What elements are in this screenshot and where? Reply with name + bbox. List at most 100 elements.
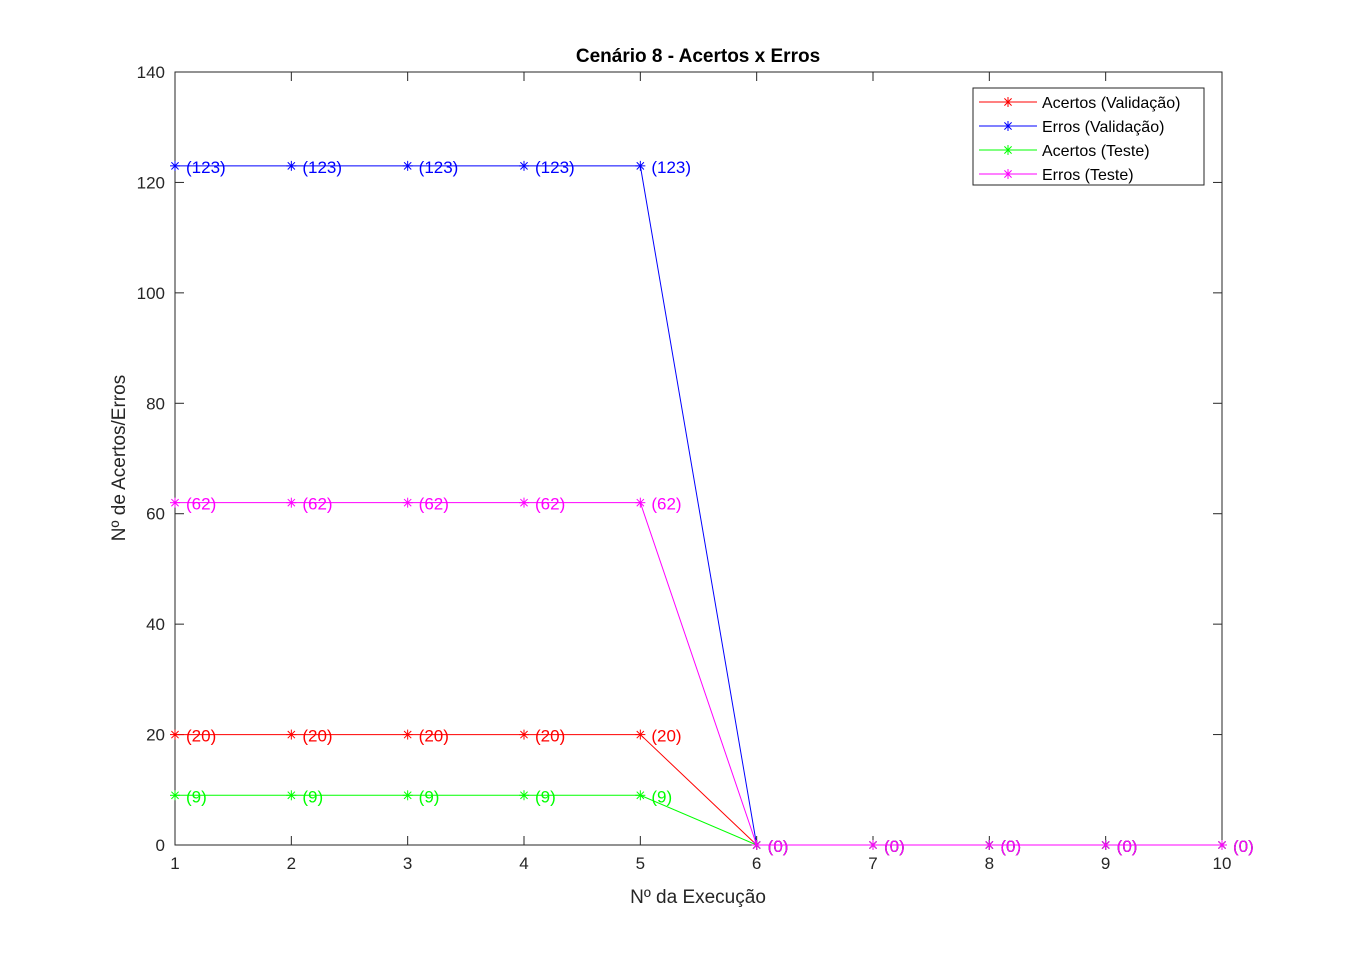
marker-stroke (752, 841, 761, 849)
marker-stroke (1004, 170, 1012, 178)
data-label: (0) (884, 837, 905, 856)
data-point (286, 497, 297, 508)
marker-stroke (636, 730, 645, 739)
data-label: (20) (651, 727, 681, 746)
y-tick-label: 60 (146, 505, 165, 524)
data-label: (0) (768, 837, 789, 856)
legend-box (972, 87, 1205, 186)
data-label: (0) (1000, 837, 1021, 856)
data-point (170, 729, 180, 740)
series-1: (20) (20) (20) (20) (20) (0) (0) (0) (0) (0) (170, 727, 1254, 856)
data-label: (20) (535, 727, 565, 746)
data-label: (62) (186, 495, 216, 514)
marker-stroke (1218, 841, 1226, 849)
marker-stroke (636, 161, 645, 170)
data-label: (20) (186, 727, 216, 746)
data-point (402, 160, 413, 171)
marker-stroke (520, 498, 528, 507)
marker-stroke (171, 498, 179, 507)
marker-stroke (520, 730, 528, 739)
marker-stroke (636, 791, 645, 800)
series-4: (62) (62) (62) (62) (62) (0) (0) (0) (0) (0) (170, 495, 1254, 856)
data-point (519, 160, 529, 171)
legend-item: Erros (Teste) (979, 167, 1134, 184)
data-point (170, 497, 180, 508)
marker-stroke (520, 791, 528, 800)
data-point (1217, 840, 1227, 850)
y-tick-label: 80 (146, 394, 165, 413)
x-tick-label: 9 (1101, 854, 1110, 873)
x-tick-label: 10 (1213, 854, 1232, 873)
data-label: (9) (651, 787, 672, 806)
series-line (175, 502, 1222, 846)
x-axis-label: Nº da Execução (630, 887, 766, 908)
legend-label: Acertos (Teste) (1042, 143, 1150, 160)
data-point (635, 497, 646, 508)
marker-stroke (171, 161, 179, 170)
x-tick-label: 4 (519, 854, 528, 873)
data-point (402, 729, 413, 740)
marker-stroke (520, 161, 528, 170)
data-label: (0) (1117, 837, 1138, 856)
x-tick-label: 8 (985, 854, 994, 873)
data-label: (0) (1233, 837, 1254, 856)
data-label: (62) (419, 495, 449, 514)
data-point (1100, 840, 1111, 850)
legend-label: Acertos (Validação) (1042, 95, 1180, 112)
data-label: (0) (884, 837, 905, 856)
data-label: (62) (302, 495, 332, 514)
marker-stroke (171, 730, 179, 739)
data-point (286, 160, 297, 171)
marker-stroke (403, 730, 412, 739)
data-point (751, 840, 762, 850)
data-label: (0) (768, 837, 789, 856)
marker-stroke (1004, 146, 1012, 154)
data-label: (0) (1000, 837, 1021, 856)
marker-stroke (1101, 841, 1110, 849)
data-label: (0) (768, 837, 789, 856)
legend-label: Erros (Validação) (1042, 119, 1164, 136)
marker-stroke (287, 730, 296, 739)
data-label: (123) (186, 158, 226, 177)
y-tick-label: 40 (146, 615, 165, 634)
data-label: (0) (1117, 837, 1138, 856)
legend: Acertos (Validação) Erros (Validação) Acer… (972, 87, 1205, 186)
data-point (635, 790, 646, 801)
legend-swatch-marker (1003, 121, 1013, 131)
plot-frame (174, 71, 1223, 846)
series-line (175, 794, 1222, 846)
data-label: (0) (1117, 837, 1138, 856)
data-label: (123) (302, 158, 342, 177)
marker-stroke (636, 498, 645, 507)
chart-title: Cenário 8 - Acertos x Erros (576, 46, 820, 67)
data-label: (20) (302, 727, 332, 746)
data-label: (62) (651, 495, 681, 514)
marker-stroke (1004, 98, 1012, 106)
y-tick-label: 20 (146, 726, 165, 745)
data-point (286, 729, 297, 740)
y-axis-label: Nº de Acertos/Erros (109, 375, 130, 541)
marker-stroke (287, 498, 296, 507)
data-label: (9) (302, 787, 323, 806)
data-label: (62) (535, 495, 565, 514)
data-label: (9) (535, 787, 556, 806)
data-label: (123) (419, 158, 459, 177)
data-label: (20) (419, 727, 449, 746)
y-tick-label: 0 (156, 836, 165, 855)
series-line (175, 734, 1222, 846)
x-tick-label: 7 (868, 854, 877, 873)
legend-swatch-marker (1003, 145, 1013, 155)
data-label: (0) (1233, 837, 1254, 856)
x-tick-label: 3 (403, 854, 412, 873)
y-tick-label: 120 (137, 173, 165, 192)
data-point (402, 497, 413, 508)
marker-stroke (403, 161, 412, 170)
data-label: (0) (1117, 837, 1138, 856)
legend-item: Acertos (Validação) (979, 95, 1180, 112)
data-label: (0) (1000, 837, 1021, 856)
data-label: (0) (1000, 837, 1021, 856)
data-label: (0) (1233, 837, 1254, 856)
data-point (286, 790, 297, 801)
